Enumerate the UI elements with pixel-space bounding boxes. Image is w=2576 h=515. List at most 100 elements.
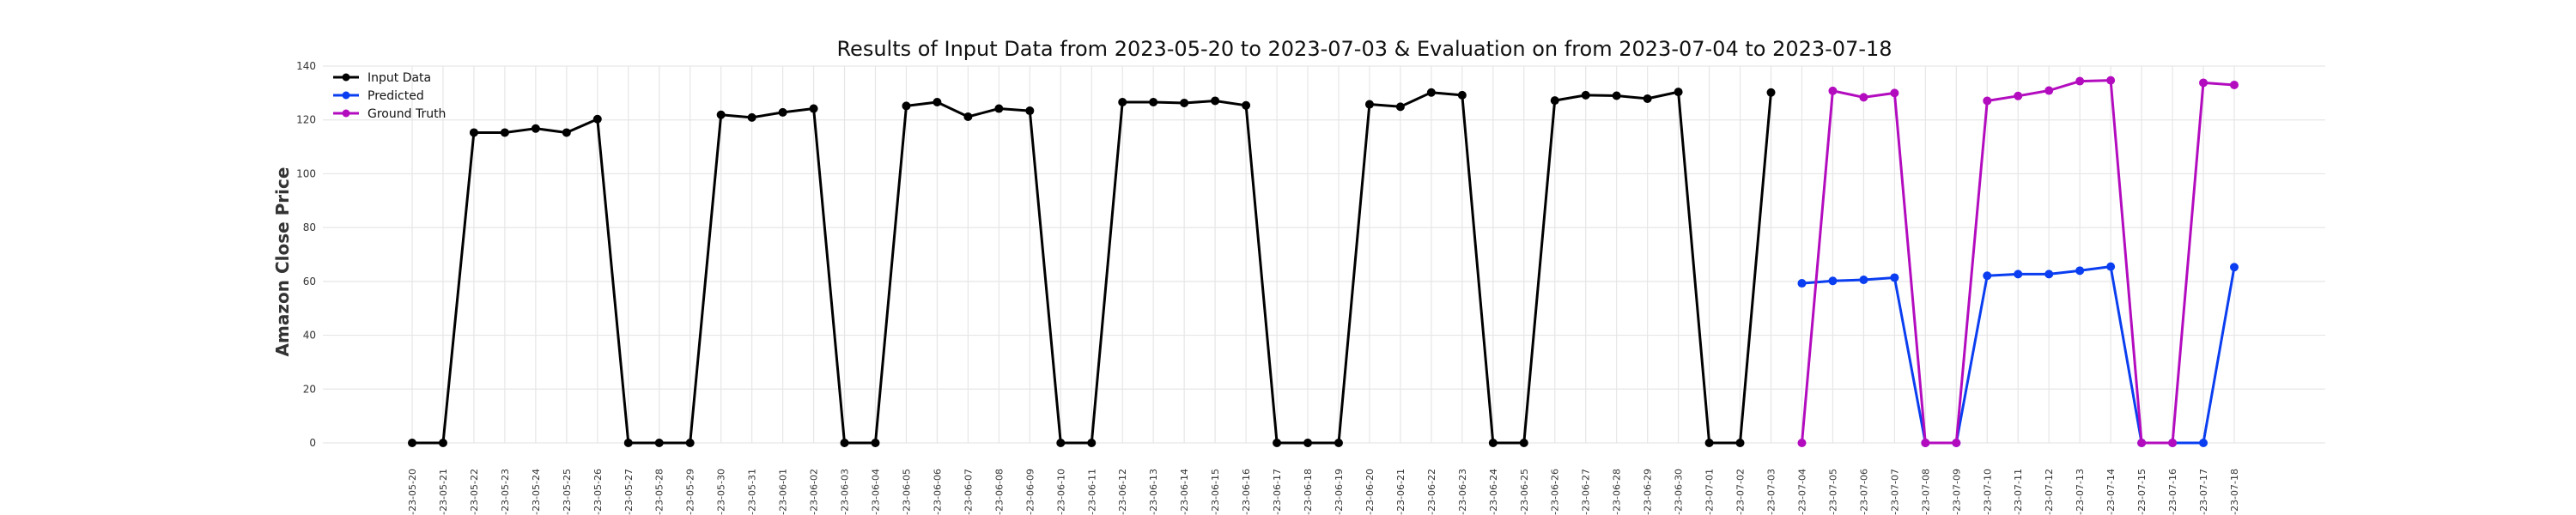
data-point-input-data xyxy=(623,439,633,447)
legend-label-ground-truth: Ground Truth xyxy=(368,107,446,121)
x-tick-label: -23-05-27 xyxy=(623,469,635,515)
legend-marker-input-data xyxy=(342,73,350,82)
x-tick-label: -23-05-24 xyxy=(531,469,542,515)
data-point-ground-truth xyxy=(1921,439,1930,447)
chart-title: Results of Input Data from 2023-05-20 to… xyxy=(836,37,1892,61)
y-tick-label: 140 xyxy=(296,60,316,72)
y-tick-label: 80 xyxy=(303,221,316,233)
x-tick-label: -23-06-09 xyxy=(1024,469,1036,515)
legend-label-input-data: Input Data xyxy=(368,71,431,85)
data-point-input-data xyxy=(1612,91,1621,100)
x-tick-label: -23-05-29 xyxy=(685,469,696,515)
y-tick-label: 40 xyxy=(303,330,316,342)
y-tick-label: 0 xyxy=(309,437,316,449)
data-point-input-data xyxy=(685,439,695,447)
x-tick-label: -23-07-13 xyxy=(2075,469,2086,515)
x-tick-label: -23-07-15 xyxy=(2136,469,2148,515)
x-tick-label: -23-07-07 xyxy=(1889,469,1900,515)
x-tick-label: -23-05-25 xyxy=(562,469,573,515)
data-point-input-data xyxy=(1735,439,1745,447)
data-point-predicted xyxy=(2014,270,2023,279)
x-tick-label: -23-05-23 xyxy=(500,469,511,515)
x-tick-label: -23-06-06 xyxy=(932,469,943,515)
x-tick-label: -23-06-05 xyxy=(901,469,912,515)
data-point-input-data xyxy=(1519,439,1528,447)
x-tick-label: -23-06-24 xyxy=(1488,469,1499,515)
x-tick-label: -23-06-27 xyxy=(1581,469,1592,515)
data-point-input-data xyxy=(1334,439,1343,447)
x-tick-label: -23-06-22 xyxy=(1426,469,1437,515)
x-tick-label: -23-07-12 xyxy=(2044,469,2055,515)
x-tick-label: -23-06-25 xyxy=(1519,469,1530,515)
data-point-predicted xyxy=(2044,270,2054,279)
data-point-predicted xyxy=(2199,439,2208,447)
data-point-input-data xyxy=(1087,439,1097,447)
data-point-predicted xyxy=(1859,275,1868,284)
x-tick-label: -23-06-18 xyxy=(1303,469,1314,515)
x-tick-label: -23-06-17 xyxy=(1272,469,1283,515)
data-point-input-data xyxy=(1118,98,1127,107)
data-point-predicted xyxy=(2106,262,2116,271)
x-tick-label: -23-06-04 xyxy=(870,469,881,515)
x-tick-label: -23-06-30 xyxy=(1674,469,1685,515)
x-tick-label: -23-06-12 xyxy=(1117,469,1128,515)
x-tick-label: -23-07-06 xyxy=(1858,469,1869,515)
data-point-predicted xyxy=(1983,271,1992,281)
data-point-input-data xyxy=(592,114,602,124)
data-point-ground-truth xyxy=(2199,78,2208,88)
data-point-input-data xyxy=(438,439,447,447)
x-tick-label: -23-05-28 xyxy=(654,469,665,515)
data-point-ground-truth xyxy=(1952,439,1961,447)
x-tick-label: -23-06-13 xyxy=(1148,469,1159,515)
x-tick-label: -23-06-14 xyxy=(1179,469,1190,515)
data-point-input-data xyxy=(1025,106,1035,116)
data-point-input-data xyxy=(716,110,726,119)
data-point-input-data xyxy=(994,104,1004,113)
data-point-input-data xyxy=(1364,100,1374,109)
data-point-input-data xyxy=(1766,88,1776,97)
x-tick-label: -23-07-04 xyxy=(1796,469,1807,515)
x-tick-label: -23-06-11 xyxy=(1086,469,1097,515)
data-point-ground-truth xyxy=(1828,86,1838,95)
data-point-ground-truth xyxy=(2137,439,2147,447)
data-point-input-data xyxy=(1211,96,1220,106)
data-point-input-data xyxy=(1457,90,1467,100)
series-group xyxy=(408,76,2239,447)
y-axis-ticks: 0 20 40 60 80 100 120 140 xyxy=(296,60,316,449)
legend: Input Data Predicted Ground Truth xyxy=(333,71,446,121)
y-tick-label: 100 xyxy=(296,167,316,179)
x-tick-label: -23-07-09 xyxy=(1951,469,1962,515)
data-point-input-data xyxy=(1674,88,1683,97)
data-point-input-data xyxy=(1581,90,1590,100)
data-point-input-data xyxy=(1643,94,1652,103)
x-tick-label: -23-05-31 xyxy=(747,469,758,515)
x-tick-label: -23-07-16 xyxy=(2167,469,2178,515)
data-point-input-data xyxy=(562,128,571,137)
x-tick-label: -23-06-20 xyxy=(1364,469,1376,515)
data-point-input-data xyxy=(654,439,664,447)
data-point-ground-truth xyxy=(2230,80,2239,89)
x-tick-label: -23-06-01 xyxy=(778,469,789,515)
x-tick-label: -23-06-28 xyxy=(1612,469,1623,515)
x-tick-label: -23-06-19 xyxy=(1334,469,1345,515)
x-tick-label: -23-07-10 xyxy=(1982,469,1993,515)
data-point-input-data xyxy=(840,439,849,447)
x-tick-label: -23-05-21 xyxy=(438,469,449,515)
legend-label-predicted: Predicted xyxy=(368,89,424,103)
legend-marker-predicted xyxy=(342,91,350,100)
x-axis-ticks: -23-05-20 -23-05-21 -23-05-22 -23-05-23 -23-… xyxy=(407,469,2240,515)
data-point-input-data xyxy=(1395,102,1405,112)
data-point-input-data xyxy=(1273,439,1282,447)
data-point-predicted xyxy=(2075,266,2085,276)
y-axis-label: Amazon Close Price xyxy=(272,167,293,357)
x-tick-label: -23-06-16 xyxy=(1241,469,1252,515)
x-tick-label: -23-06-23 xyxy=(1457,469,1468,515)
data-point-input-data xyxy=(1426,88,1436,97)
x-tick-label: -23-07-05 xyxy=(1827,469,1838,515)
x-tick-label: -23-05-26 xyxy=(592,469,604,515)
x-tick-label: -23-06-03 xyxy=(840,469,851,515)
data-point-predicted xyxy=(1890,273,1899,282)
x-tick-label: -23-06-08 xyxy=(993,469,1005,515)
legend-marker-ground-truth xyxy=(342,109,350,118)
